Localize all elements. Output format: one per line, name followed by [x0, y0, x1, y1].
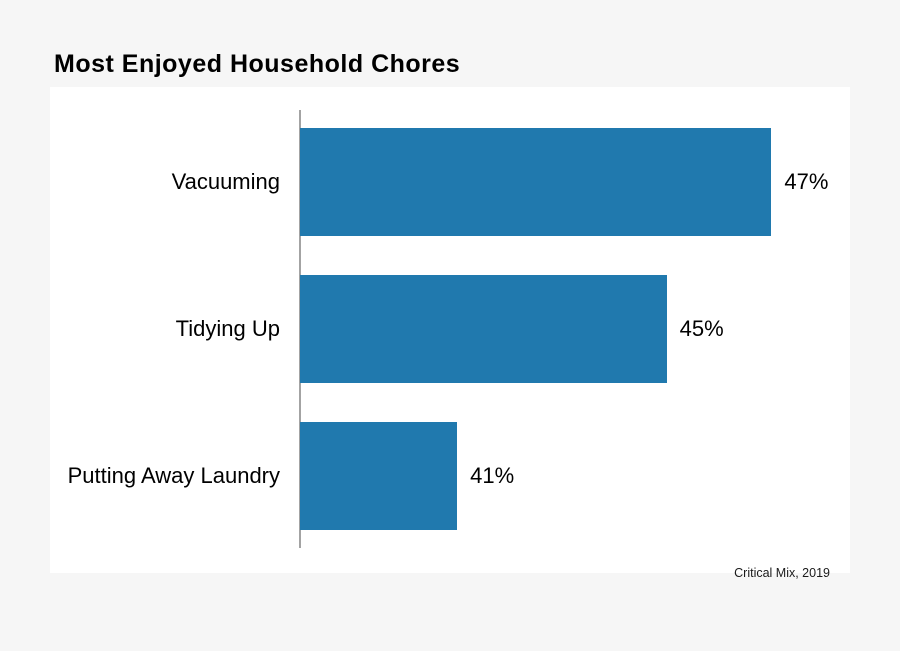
chart-title: Most Enjoyed Household Chores [54, 49, 461, 78]
chart-card: Vacuuming 47% Tidying Up 45% Putting Awa… [50, 87, 850, 573]
category-label-tidying-up: Tidying Up [175, 316, 280, 341]
value-label-tidying-up: 45% [679, 316, 724, 341]
value-label-vacuuming: 47% [784, 169, 829, 194]
value-label-putting-away-laundry: 41% [470, 463, 515, 488]
bar-track: 45% [300, 275, 850, 383]
category-label-putting-away-laundry: Putting Away Laundry [67, 463, 280, 488]
bar-row-vacuuming: Vacuuming 47% [50, 128, 850, 236]
bar-track: 47% [300, 128, 850, 236]
bar-track: 41% [300, 422, 850, 530]
bar-putting-away-laundry [300, 422, 458, 530]
bar-row-tidying-up: Tidying Up 45% [50, 275, 850, 383]
bar-tidying-up [300, 275, 667, 383]
bar-row-putting-away-laundry: Putting Away Laundry 41% [50, 422, 850, 530]
source-attribution: Critical Mix, 2019 [734, 566, 830, 580]
bar-vacuuming [300, 128, 772, 236]
category-label-vacuuming: Vacuuming [171, 169, 280, 194]
